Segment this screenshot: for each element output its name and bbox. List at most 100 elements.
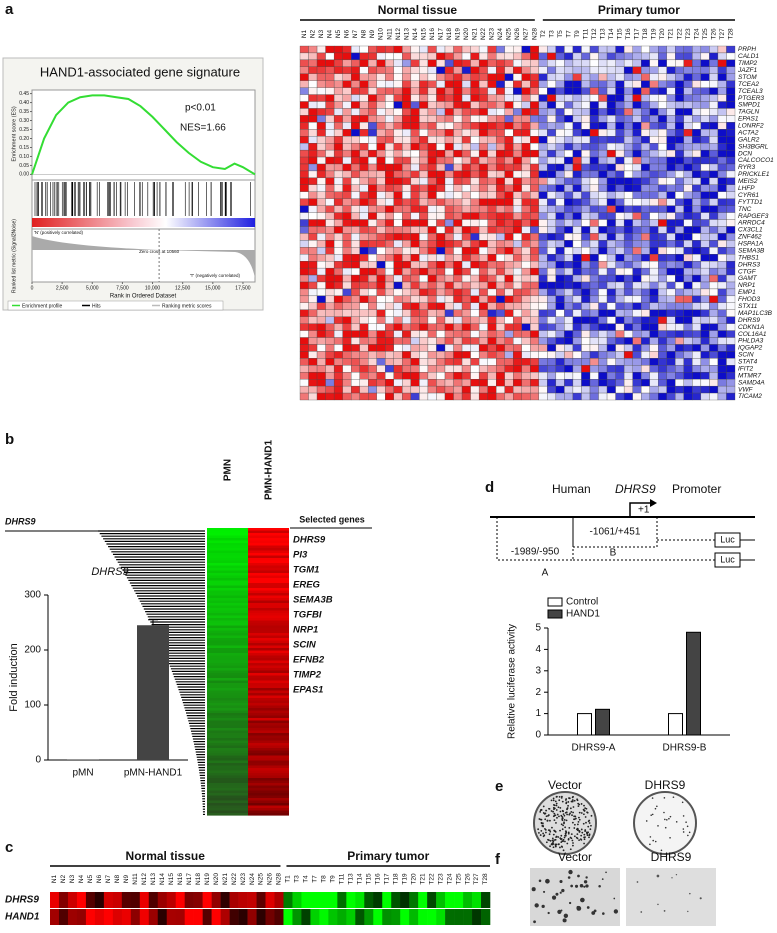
sample-label: N28 bbox=[531, 28, 538, 40]
heatmap-cell bbox=[538, 87, 548, 95]
group-label: Primary tumor bbox=[598, 3, 680, 17]
heatmap-cell bbox=[598, 170, 608, 179]
heatmap-cell bbox=[581, 163, 591, 172]
heatmap-cell bbox=[726, 358, 736, 366]
heatmap-cell bbox=[419, 330, 429, 338]
heatmap-cell bbox=[207, 655, 248, 659]
heatmap-cell bbox=[410, 309, 420, 317]
heatmap-cell bbox=[402, 136, 412, 144]
heatmap-cell bbox=[444, 219, 454, 227]
heatmap-cell bbox=[487, 149, 497, 158]
heatmap-cell bbox=[555, 115, 565, 123]
colony bbox=[651, 797, 654, 799]
colony bbox=[563, 819, 566, 821]
heatmap-cell bbox=[649, 316, 659, 324]
heatmap-cell bbox=[436, 295, 446, 303]
heatmap-cell bbox=[478, 365, 488, 373]
heatmap-cell bbox=[504, 261, 514, 269]
colony bbox=[565, 802, 568, 805]
heatmap-cell bbox=[649, 337, 659, 345]
heatmap-cell bbox=[444, 281, 454, 290]
legend-label: HAND1 bbox=[566, 609, 600, 620]
heatmap-cell bbox=[487, 163, 497, 172]
heatmap-cell bbox=[351, 233, 360, 241]
heatmap-cell bbox=[717, 80, 727, 88]
heatmap-cell bbox=[487, 302, 497, 310]
heatmap-cell bbox=[299, 323, 309, 331]
selected-gene: TIMP2 bbox=[293, 670, 322, 681]
heatmap-cell bbox=[564, 358, 574, 366]
heatmap-cell bbox=[530, 233, 539, 241]
heatmap-cell bbox=[530, 365, 539, 373]
heatmap-cell bbox=[683, 59, 693, 67]
heatmap-cell bbox=[709, 170, 719, 179]
heatmap-cell bbox=[666, 198, 676, 206]
heatmap-cell bbox=[700, 379, 710, 387]
heatmap-cell bbox=[207, 558, 248, 561]
heatmap-cell bbox=[316, 198, 326, 206]
heatmap-cell bbox=[308, 136, 318, 144]
heatmap-cell bbox=[623, 87, 633, 95]
heatmap-cell bbox=[700, 122, 710, 130]
heatmap-cell bbox=[461, 288, 471, 297]
heatmap-cell bbox=[308, 219, 318, 227]
heatmap-cell bbox=[427, 261, 437, 269]
heatmap-cell bbox=[658, 330, 667, 338]
heatmap-cell bbox=[675, 295, 684, 303]
heatmap-cell bbox=[487, 281, 497, 290]
heatmap-cell bbox=[376, 219, 386, 227]
heatmap-cell bbox=[538, 143, 548, 151]
heatmap-cell bbox=[359, 205, 369, 213]
heatmap-cell bbox=[419, 184, 429, 192]
heatmap-cell bbox=[248, 715, 289, 719]
heatmap-cell bbox=[555, 226, 565, 234]
heatmap-cell bbox=[606, 205, 616, 213]
heatmap-cell bbox=[58, 909, 69, 925]
heatmap-cell bbox=[547, 351, 557, 359]
heatmap-cell bbox=[521, 309, 531, 317]
heatmap-cell bbox=[589, 73, 599, 81]
heatmap-cell bbox=[632, 122, 642, 130]
heatmap-cell bbox=[649, 177, 659, 185]
heatmap-cell bbox=[547, 212, 557, 220]
heatmap-cell bbox=[598, 149, 608, 158]
heatmap-cell bbox=[299, 344, 309, 352]
heatmap-cell bbox=[472, 892, 482, 908]
heatmap-cell bbox=[538, 191, 548, 199]
heatmap-cell bbox=[649, 372, 659, 380]
heatmap-cell bbox=[325, 302, 335, 310]
heatmap-cell bbox=[436, 337, 446, 345]
gene-label: IQGAP2 bbox=[738, 345, 763, 352]
heatmap-cell bbox=[530, 247, 539, 255]
heatmap-cell bbox=[58, 892, 69, 908]
sample-label: T16 bbox=[374, 873, 381, 885]
heatmap-cell bbox=[359, 226, 369, 234]
heatmap-cell bbox=[308, 365, 318, 373]
heatmap-cell bbox=[513, 184, 522, 192]
heatmap-cell bbox=[207, 595, 248, 599]
heatmap-cell bbox=[692, 163, 702, 172]
heatmap-cell bbox=[248, 603, 289, 606]
heatmap-cell bbox=[487, 136, 497, 144]
heatmap-cell bbox=[157, 892, 168, 908]
heatmap-cell bbox=[207, 550, 248, 554]
heatmap-cell bbox=[521, 205, 531, 213]
heatmap-cell bbox=[207, 795, 248, 799]
heatmap-cell bbox=[470, 281, 480, 290]
heatmap-cell bbox=[316, 191, 326, 199]
heatmap-cell bbox=[248, 580, 289, 584]
heatmap-cell bbox=[351, 115, 360, 123]
heatmap-cell bbox=[308, 101, 318, 109]
sample-label: N11 bbox=[386, 28, 393, 40]
heatmap-cell bbox=[547, 143, 557, 151]
fragment-b-box bbox=[572, 516, 658, 548]
heatmap-cell bbox=[436, 45, 446, 54]
heatmap-cell bbox=[299, 309, 309, 317]
heatmap-cell bbox=[538, 351, 548, 359]
heatmap-cell bbox=[391, 892, 401, 908]
heatmap-cell bbox=[504, 226, 514, 234]
heatmap-cell bbox=[632, 108, 642, 116]
heatmap-cell bbox=[376, 392, 386, 401]
heatmap-cell bbox=[615, 87, 625, 95]
heatmap-cell bbox=[319, 892, 329, 908]
